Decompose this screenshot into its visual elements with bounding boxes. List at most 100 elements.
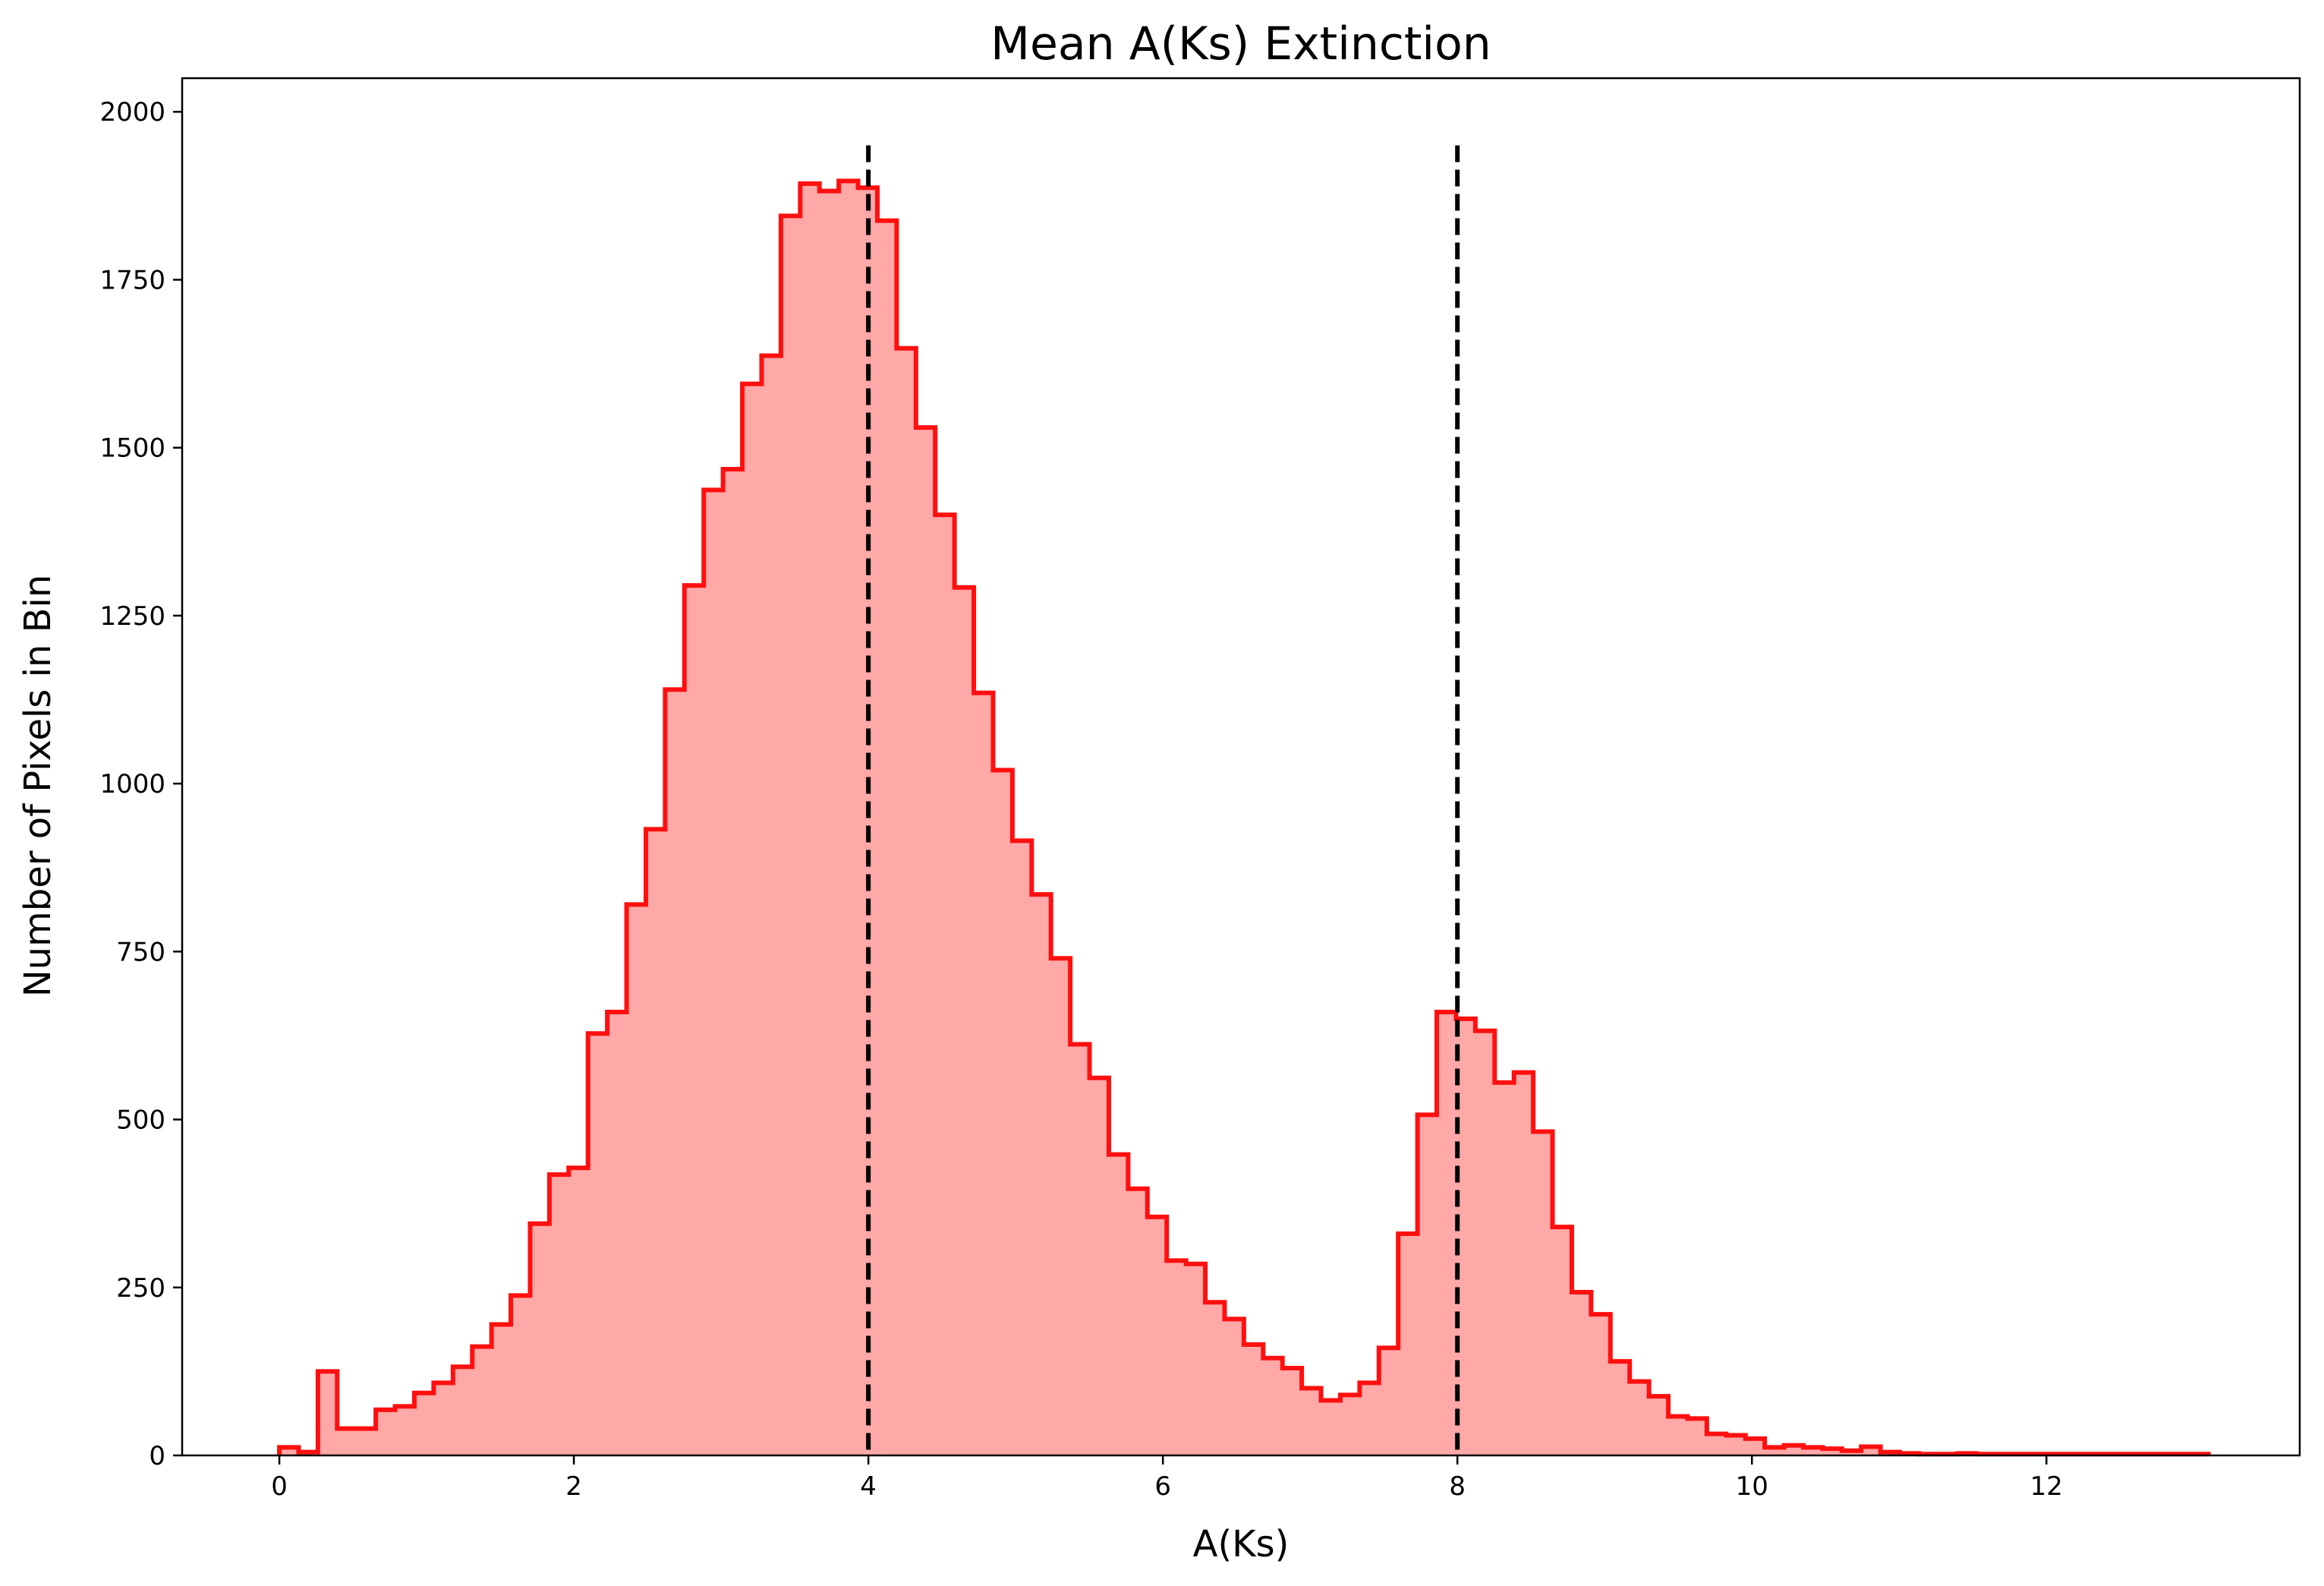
histogram-bin — [549, 1175, 569, 1455]
histogram-bin — [317, 1371, 338, 1455]
histogram-bin — [1167, 1260, 1187, 1455]
histogram-bin — [433, 1383, 454, 1455]
histogram-bin — [587, 1033, 608, 1455]
y-tick-label: 1000 — [99, 769, 165, 799]
histogram-bin — [1282, 1367, 1302, 1455]
plot-frame — [181, 77, 2301, 1457]
histogram-bin — [568, 1168, 589, 1455]
x-tick-label: 12 — [2030, 1471, 2063, 1502]
histogram-bin — [1687, 1418, 1708, 1455]
histogram-bin — [704, 490, 724, 1456]
y-tick-label: 250 — [116, 1273, 165, 1304]
histogram-bin — [1302, 1388, 1322, 1455]
histogram-bin — [1803, 1447, 1823, 1455]
histogram-bin — [1745, 1438, 1765, 1455]
histogram-bin — [511, 1295, 531, 1455]
histogram-bin — [839, 181, 859, 1455]
histogram-bin — [1784, 1445, 1804, 1455]
histogram-bin — [607, 1011, 628, 1455]
histogram-bin — [395, 1406, 415, 1455]
histogram-bin — [1668, 1416, 1689, 1455]
histogram-bin — [1205, 1302, 1226, 1455]
plot-layer — [277, 178, 2211, 1457]
histogram-bin — [800, 183, 820, 1455]
histogram-bin — [1243, 1344, 1264, 1455]
x-tick-label: 10 — [1736, 1471, 1768, 1502]
histogram-bin — [1494, 1082, 1515, 1455]
histogram-bin — [1571, 1291, 1592, 1455]
histogram-bin — [1591, 1314, 1611, 1455]
histogram-bin — [356, 1428, 376, 1455]
histogram-bin — [935, 515, 956, 1456]
histogram-bin — [665, 689, 685, 1455]
histogram-bin — [1089, 1077, 1110, 1455]
chart-title: Mean A(Ks) Extinction — [990, 17, 1491, 71]
histogram-bin — [1108, 1154, 1129, 1455]
histogram-bin — [337, 1428, 357, 1455]
y-axis-label: Number of Pixels in Bin — [17, 575, 59, 998]
y-tick-label: 0 — [149, 1441, 165, 1471]
histogram-bin — [993, 770, 1013, 1455]
x-tick-label: 0 — [271, 1471, 288, 1502]
histogram-bin — [414, 1392, 434, 1455]
histogram-bin — [1861, 1446, 1882, 1455]
histogram-bin — [1630, 1381, 1650, 1455]
histogram-bin — [1050, 958, 1071, 1455]
y-tick-label: 750 — [116, 937, 165, 967]
histogram-bin — [1456, 1018, 1476, 1455]
histogram-bin — [1841, 1450, 1862, 1455]
y-tick-label: 1500 — [99, 434, 165, 464]
histogram-bin — [1552, 1227, 1573, 1455]
histogram-bin — [1649, 1396, 1669, 1455]
histogram-bin — [761, 355, 782, 1456]
histogram-bin — [974, 692, 994, 1455]
histogram-bin — [1128, 1188, 1148, 1455]
histogram-bin — [684, 585, 704, 1455]
histogram-bin — [780, 216, 801, 1455]
histogram-bin — [1706, 1433, 1727, 1455]
histogram-bin — [819, 191, 839, 1455]
x-tick-label: 8 — [1449, 1471, 1466, 1502]
histogram-bin — [1263, 1357, 1283, 1455]
histogram-bin — [1321, 1400, 1341, 1455]
histogram-bin — [1378, 1348, 1399, 1455]
histogram-bin — [1533, 1131, 1554, 1455]
histogram-bin — [1513, 1072, 1534, 1455]
histogram-bin — [1822, 1449, 1843, 1455]
histogram-bin — [1359, 1383, 1380, 1455]
y-tick-label: 1750 — [99, 265, 165, 295]
y-tick-label: 500 — [116, 1105, 165, 1136]
histogram-bin — [1070, 1044, 1091, 1455]
histogram-bin — [1726, 1435, 1746, 1455]
histogram-bin — [472, 1346, 493, 1455]
histogram-bin — [452, 1367, 473, 1455]
histogram-bin — [530, 1223, 550, 1455]
histogram-bin — [1417, 1115, 1438, 1455]
histogram-bin — [877, 220, 897, 1456]
histogram-bin — [279, 1447, 300, 1455]
y-tick-label: 1250 — [99, 601, 165, 632]
x-tick-label: 4 — [860, 1471, 877, 1502]
x-axis-ticks: 0 2 4 6 8 10 12 — [271, 1455, 2063, 1502]
y-axis-ticks: 0 250 500 750 1000 1250 1500 1750 2000 — [99, 97, 182, 1471]
histogram-bin — [626, 904, 647, 1455]
histogram-bin — [1475, 1030, 1495, 1455]
histogram-bin — [491, 1324, 512, 1455]
histogram-bin — [896, 348, 917, 1456]
x-tick-label: 2 — [565, 1471, 582, 1502]
histogram-bin — [742, 383, 763, 1455]
histogram-bin — [376, 1409, 396, 1455]
x-axis-label: A(Ks) — [1193, 1523, 1290, 1566]
histogram-bin — [1186, 1263, 1206, 1455]
histogram-bin — [915, 427, 936, 1455]
histogram-bin — [1765, 1447, 1785, 1455]
histogram-bin — [1031, 894, 1052, 1455]
histogram-bin — [1610, 1361, 1630, 1455]
histogram-bin — [1398, 1233, 1419, 1455]
histogram-outline — [277, 178, 2211, 1457]
histogram-bin — [1437, 1011, 1457, 1455]
y-tick-label: 2000 — [99, 97, 165, 128]
histogram-bin — [1224, 1319, 1245, 1455]
